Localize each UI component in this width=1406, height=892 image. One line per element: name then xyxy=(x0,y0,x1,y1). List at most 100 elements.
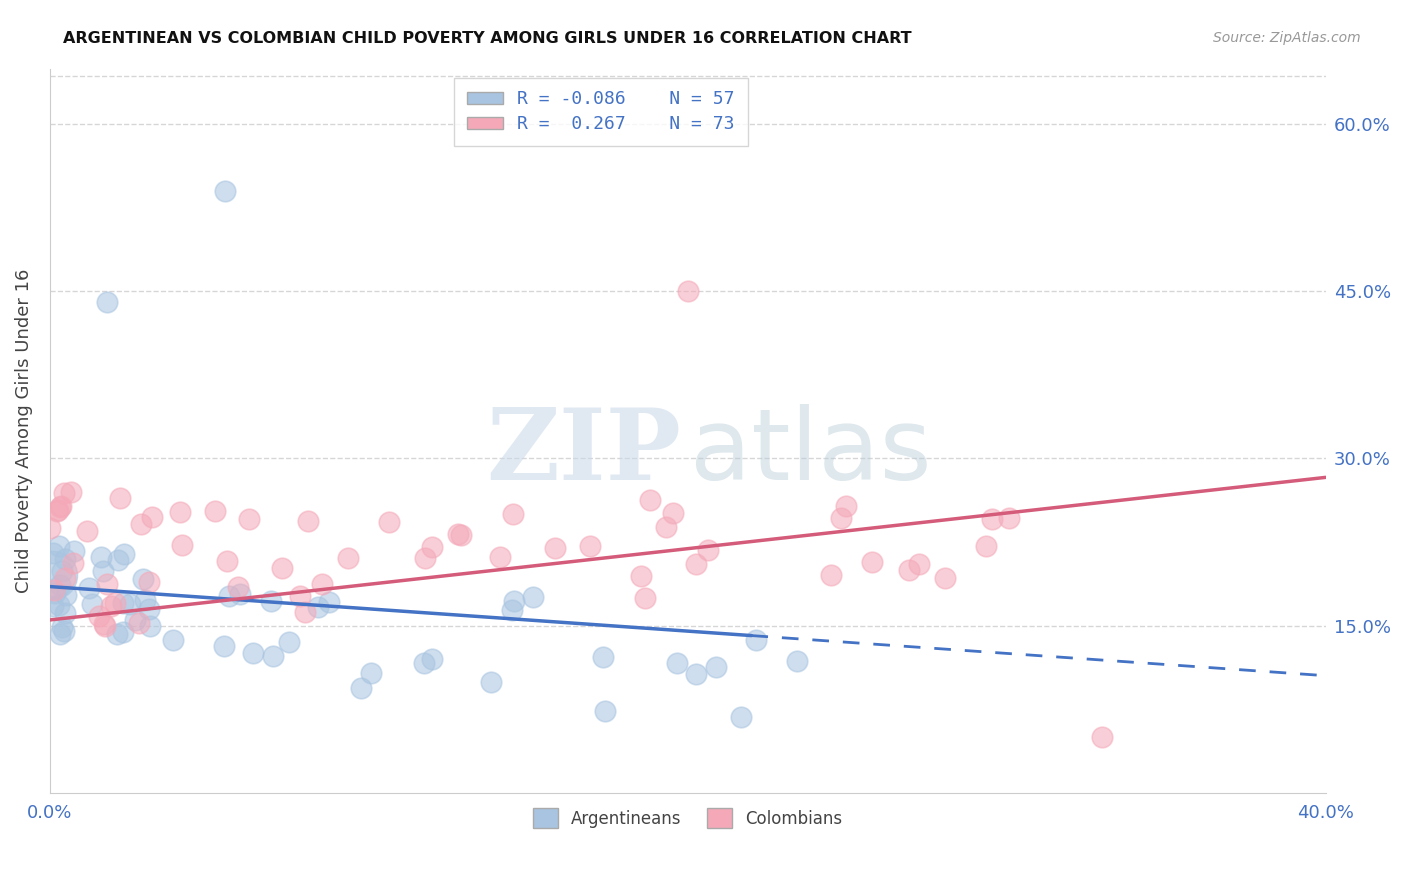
Point xyxy=(96,576,118,591)
Point xyxy=(297,514,319,528)
Point xyxy=(422,651,444,665)
Text: Source: ZipAtlas.com: Source: ZipAtlas.com xyxy=(1213,31,1361,45)
Point xyxy=(87,609,110,624)
Point xyxy=(138,618,160,632)
Point xyxy=(51,620,73,634)
Point xyxy=(169,505,191,519)
Point xyxy=(413,656,436,670)
Point xyxy=(655,520,678,534)
Point xyxy=(980,511,1002,525)
Point xyxy=(907,557,929,571)
Point xyxy=(96,295,118,310)
Point xyxy=(48,539,70,553)
Point xyxy=(262,648,284,663)
Point xyxy=(42,546,65,560)
Point xyxy=(46,502,69,516)
Point xyxy=(138,575,160,590)
Point xyxy=(311,576,333,591)
Point xyxy=(578,539,600,553)
Point xyxy=(592,649,614,664)
Point xyxy=(131,573,153,587)
Point xyxy=(238,512,260,526)
Point xyxy=(997,511,1019,525)
Point xyxy=(53,571,76,585)
Point xyxy=(107,553,129,567)
Point xyxy=(45,504,67,518)
Point xyxy=(378,515,401,529)
Point xyxy=(49,577,72,591)
Point xyxy=(48,598,70,612)
Point xyxy=(53,606,76,620)
Point xyxy=(662,507,685,521)
Point xyxy=(270,561,292,575)
Point xyxy=(93,618,115,632)
Point xyxy=(212,640,235,654)
Point xyxy=(124,613,146,627)
Point xyxy=(830,510,852,524)
Point xyxy=(138,601,160,615)
Point xyxy=(337,551,360,566)
Point xyxy=(44,586,66,600)
Point xyxy=(501,602,523,616)
Point xyxy=(294,605,316,619)
Point xyxy=(595,705,617,719)
Point xyxy=(676,285,699,299)
Point xyxy=(413,550,436,565)
Point xyxy=(820,568,842,582)
Point xyxy=(307,599,329,614)
Point xyxy=(100,599,122,613)
Point xyxy=(544,541,567,555)
Point xyxy=(108,491,131,505)
Point xyxy=(39,521,62,535)
Point xyxy=(141,510,163,524)
Point xyxy=(104,596,127,610)
Point xyxy=(290,589,312,603)
Point xyxy=(420,540,443,554)
Point xyxy=(120,597,142,611)
Point xyxy=(704,660,727,674)
Point xyxy=(502,594,524,608)
Point xyxy=(360,665,382,680)
Legend: Argentineans, Colombians: Argentineans, Colombians xyxy=(526,801,849,835)
Point xyxy=(105,627,128,641)
Point xyxy=(112,596,135,610)
Point xyxy=(488,549,510,564)
Point xyxy=(53,551,76,566)
Point xyxy=(112,547,135,561)
Point xyxy=(786,654,808,668)
Point xyxy=(49,627,72,641)
Point xyxy=(60,485,83,500)
Point xyxy=(318,595,340,609)
Point xyxy=(634,591,657,606)
Text: ARGENTINEAN VS COLOMBIAN CHILD POVERTY AMONG GIRLS UNDER 16 CORRELATION CHART: ARGENTINEAN VS COLOMBIAN CHILD POVERTY A… xyxy=(63,31,912,46)
Point xyxy=(51,564,73,578)
Point xyxy=(934,571,956,585)
Point xyxy=(260,594,283,608)
Point xyxy=(242,646,264,660)
Point xyxy=(49,500,72,515)
Point xyxy=(638,493,661,508)
Point xyxy=(55,588,77,602)
Point xyxy=(76,524,98,539)
Text: atlas: atlas xyxy=(690,404,932,500)
Point xyxy=(278,635,301,649)
Point xyxy=(974,539,997,553)
Point xyxy=(835,499,858,513)
Point xyxy=(129,517,152,532)
Point xyxy=(49,499,72,513)
Point xyxy=(134,592,156,607)
Point xyxy=(53,486,76,500)
Point xyxy=(172,538,194,552)
Point xyxy=(128,616,150,631)
Point xyxy=(80,597,103,611)
Point xyxy=(91,564,114,578)
Point xyxy=(218,589,240,603)
Point xyxy=(162,633,184,648)
Point xyxy=(696,542,718,557)
Y-axis label: Child Poverty Among Girls Under 16: Child Poverty Among Girls Under 16 xyxy=(15,268,32,593)
Point xyxy=(666,656,689,670)
Point xyxy=(62,556,84,570)
Point xyxy=(42,583,65,598)
Point xyxy=(730,710,752,724)
Point xyxy=(502,508,524,522)
